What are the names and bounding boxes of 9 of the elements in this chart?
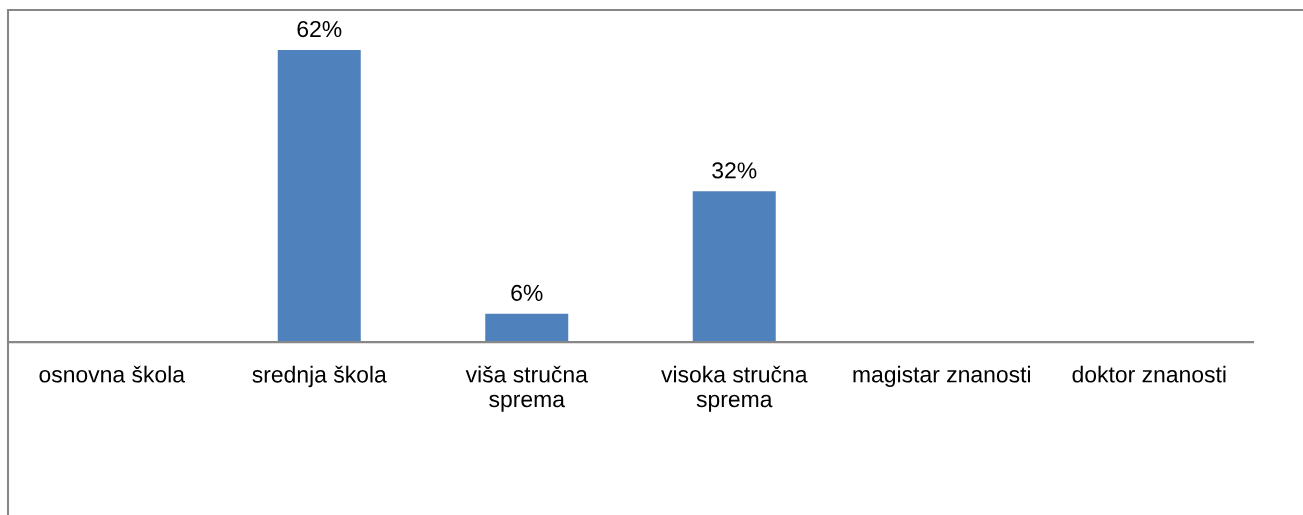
x-tick-label: srednja škola [252,365,387,388]
x-tick-label: doktor znanosti [1072,365,1226,383]
data-label: 32% [712,162,757,179]
data-label: 62% [297,20,342,38]
x-tick-label: visoka stručna sprema [661,365,808,412]
x-tick-label: viša stručna sprema [465,365,588,412]
x-tick-label: magistar znanosti [853,365,1031,388]
x-tick-label: osnovna škola [39,365,186,383]
data-label: 6% [511,284,543,301]
